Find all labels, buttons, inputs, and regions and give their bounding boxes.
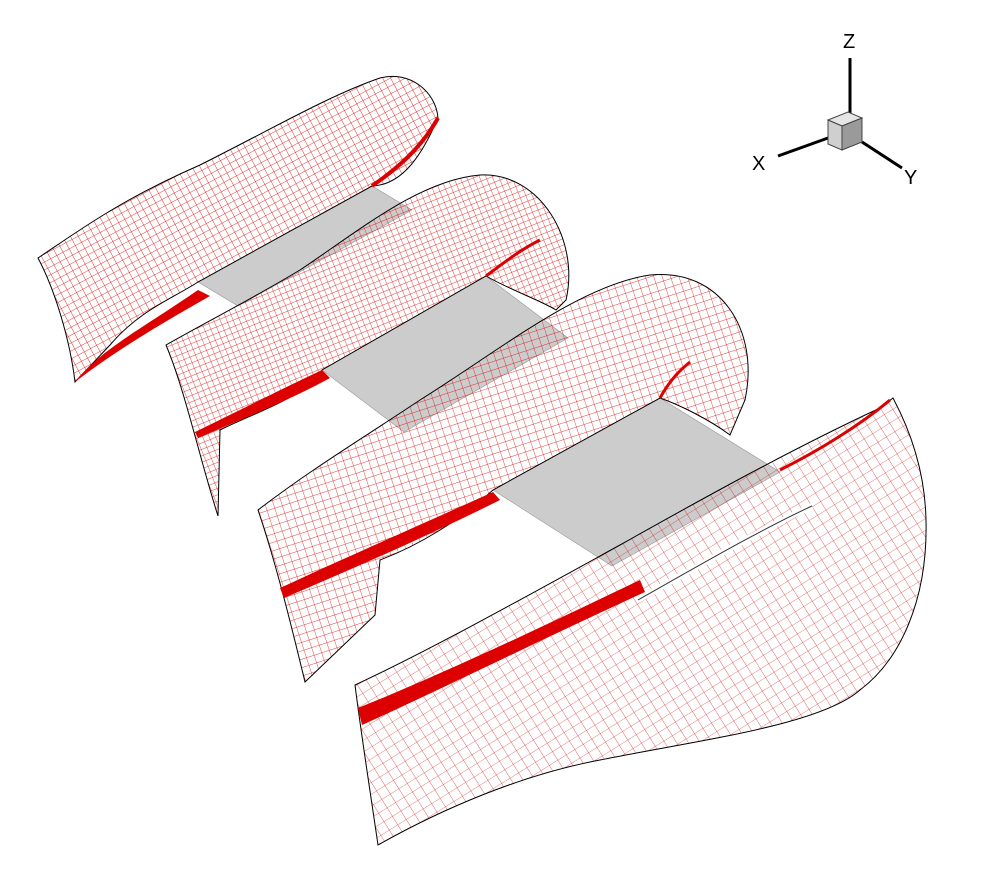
- x-axis-line: [777, 136, 829, 158]
- y-axis-label: Y: [904, 167, 917, 189]
- mesh-sheet-3: [257, 274, 749, 683]
- mesh-sheet-2-wake: [195, 370, 330, 438]
- mesh-sheet-3-leading: [658, 360, 691, 399]
- mesh-sheet-2-edge: [485, 238, 541, 278]
- mesh-sheet-4-blade-slot-outline: [637, 505, 813, 601]
- mesh-sheet-1: [37, 75, 440, 384]
- mesh-sheet-3-body: [257, 274, 749, 683]
- mesh-sheet-2: [165, 174, 570, 517]
- mesh-sheet-1-wake: [75, 290, 210, 382]
- mesh-sheet-1-edge: [370, 117, 440, 188]
- mesh-sheet-2-body: [165, 174, 570, 517]
- mesh-sheet-3-wake: [280, 492, 500, 598]
- x-axis-label: X: [752, 153, 765, 175]
- axis-triad: Z X Y: [752, 31, 917, 189]
- y-axis-line: [861, 140, 903, 170]
- mesh-sheet-4-body: [354, 397, 927, 846]
- z-axis-label: Z: [843, 31, 855, 53]
- mesh-sheet-4-edge: [779, 398, 891, 472]
- triad-cube-side: [841, 117, 863, 151]
- mesh-sheet-4-wake: [358, 580, 645, 725]
- mesh-sheet-4: [354, 397, 927, 846]
